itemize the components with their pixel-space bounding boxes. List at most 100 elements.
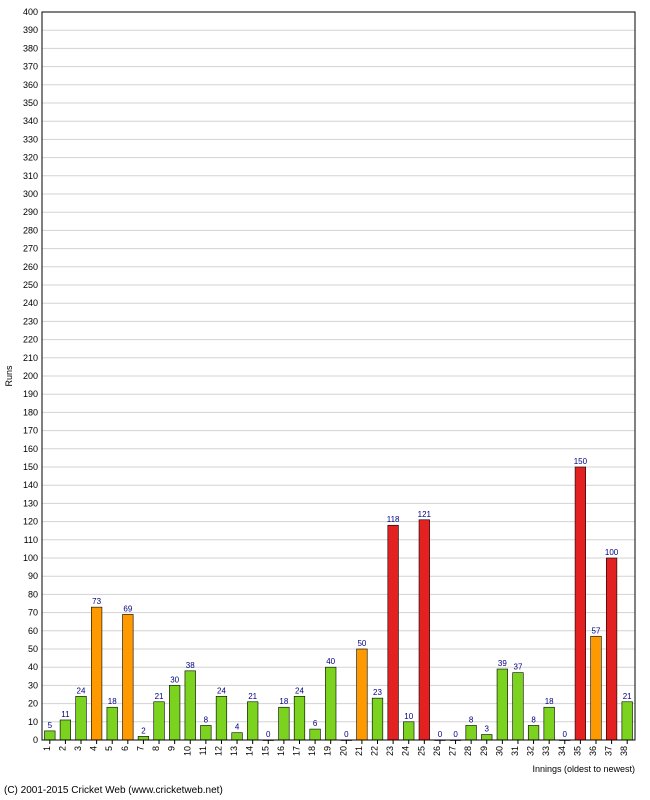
bar-value-label: 38 bbox=[186, 661, 195, 670]
bar bbox=[123, 614, 134, 740]
y-tick-label: 0 bbox=[33, 735, 38, 745]
y-tick-label: 160 bbox=[23, 444, 38, 454]
y-tick-label: 380 bbox=[23, 43, 38, 53]
y-tick-label: 300 bbox=[23, 189, 38, 199]
x-tick-label: 16 bbox=[276, 746, 286, 756]
y-tick-label: 330 bbox=[23, 134, 38, 144]
x-tick-label: 38 bbox=[619, 746, 629, 756]
bar bbox=[76, 696, 87, 740]
bar bbox=[388, 525, 399, 740]
y-tick-label: 50 bbox=[28, 644, 38, 654]
runs-by-innings-chart: 0102030405060708090100110120130140150160… bbox=[0, 0, 650, 800]
x-tick-label: 1 bbox=[42, 746, 52, 751]
y-tick-label: 60 bbox=[28, 626, 38, 636]
y-tick-label: 320 bbox=[23, 153, 38, 163]
y-tick-label: 240 bbox=[23, 298, 38, 308]
bar-value-label: 57 bbox=[592, 626, 601, 635]
y-tick-label: 100 bbox=[23, 553, 38, 563]
bar bbox=[513, 673, 524, 740]
y-tick-label: 310 bbox=[23, 171, 38, 181]
bar-value-label: 24 bbox=[77, 686, 86, 695]
y-tick-label: 80 bbox=[28, 589, 38, 599]
bar-value-label: 2 bbox=[141, 726, 146, 735]
x-tick-label: 20 bbox=[338, 746, 348, 756]
x-tick-label: 8 bbox=[151, 746, 161, 751]
bar bbox=[372, 698, 383, 740]
y-tick-label: 250 bbox=[23, 280, 38, 290]
y-tick-label: 340 bbox=[23, 116, 38, 126]
bar-value-label: 73 bbox=[92, 597, 101, 606]
x-tick-label: 10 bbox=[182, 746, 192, 756]
x-tick-label: 23 bbox=[385, 746, 395, 756]
bar-value-label: 3 bbox=[485, 725, 490, 734]
x-tick-label: 25 bbox=[416, 746, 426, 756]
bar-value-label: 8 bbox=[469, 715, 474, 724]
x-tick-label: 9 bbox=[167, 746, 177, 751]
bar bbox=[575, 467, 586, 740]
bar-value-label: 150 bbox=[574, 457, 588, 466]
bar bbox=[544, 707, 555, 740]
bar bbox=[154, 702, 165, 740]
bar bbox=[310, 729, 321, 740]
bar-value-label: 18 bbox=[545, 697, 554, 706]
bar-value-label: 11 bbox=[61, 710, 70, 719]
bar bbox=[325, 667, 336, 740]
y-tick-label: 220 bbox=[23, 335, 38, 345]
y-tick-label: 210 bbox=[23, 353, 38, 363]
y-tick-label: 400 bbox=[23, 7, 38, 17]
y-tick-label: 140 bbox=[23, 480, 38, 490]
bar bbox=[357, 649, 368, 740]
bar-value-label: 30 bbox=[170, 675, 179, 684]
y-tick-label: 180 bbox=[23, 407, 38, 417]
bar-value-label: 6 bbox=[313, 719, 318, 728]
bar-value-label: 100 bbox=[605, 548, 619, 557]
x-tick-label: 29 bbox=[479, 746, 489, 756]
bar-value-label: 18 bbox=[279, 697, 288, 706]
chart-svg: 0102030405060708090100110120130140150160… bbox=[0, 0, 650, 800]
bar-value-label: 21 bbox=[155, 692, 164, 701]
bar-value-label: 0 bbox=[563, 730, 568, 739]
bar-value-label: 24 bbox=[217, 686, 226, 695]
y-tick-label: 370 bbox=[23, 62, 38, 72]
x-tick-label: 37 bbox=[604, 746, 614, 756]
x-tick-label: 11 bbox=[198, 746, 208, 755]
bar-value-label: 8 bbox=[531, 715, 536, 724]
x-tick-label: 36 bbox=[588, 746, 598, 756]
bar-value-label: 118 bbox=[387, 515, 400, 524]
x-tick-label: 28 bbox=[463, 746, 473, 756]
x-axis-label: Innings (oldest to newest) bbox=[532, 764, 635, 774]
bar bbox=[185, 671, 196, 740]
bar-value-label: 8 bbox=[204, 715, 209, 724]
x-tick-label: 2 bbox=[57, 746, 67, 751]
bar-value-label: 50 bbox=[357, 639, 366, 648]
bar-value-label: 0 bbox=[453, 730, 458, 739]
x-tick-label: 35 bbox=[572, 746, 582, 756]
bar bbox=[60, 720, 71, 740]
x-tick-label: 22 bbox=[370, 746, 380, 756]
bar bbox=[201, 725, 212, 740]
x-tick-label: 27 bbox=[448, 746, 458, 756]
bar-value-label: 21 bbox=[623, 692, 632, 701]
bar bbox=[138, 736, 149, 740]
y-tick-label: 150 bbox=[23, 462, 38, 472]
x-tick-label: 12 bbox=[213, 746, 223, 756]
copyright-text: (C) 2001-2015 Cricket Web (www.cricketwe… bbox=[4, 785, 223, 796]
bar bbox=[91, 607, 102, 740]
y-tick-label: 90 bbox=[28, 571, 38, 581]
bar-value-label: 4 bbox=[235, 723, 240, 732]
y-tick-label: 280 bbox=[23, 225, 38, 235]
bar bbox=[44, 731, 55, 740]
x-tick-label: 17 bbox=[291, 746, 301, 756]
x-tick-label: 3 bbox=[73, 746, 83, 751]
bar-value-label: 69 bbox=[123, 604, 132, 613]
bar-value-label: 0 bbox=[344, 730, 349, 739]
x-tick-label: 31 bbox=[510, 746, 520, 756]
bar bbox=[622, 702, 633, 740]
bar-value-label: 21 bbox=[248, 692, 257, 701]
y-tick-label: 70 bbox=[28, 608, 38, 618]
x-tick-label: 13 bbox=[229, 746, 239, 756]
bar bbox=[528, 725, 539, 740]
bar-value-label: 10 bbox=[404, 712, 413, 721]
y-tick-label: 40 bbox=[28, 662, 38, 672]
y-tick-label: 110 bbox=[24, 535, 38, 545]
